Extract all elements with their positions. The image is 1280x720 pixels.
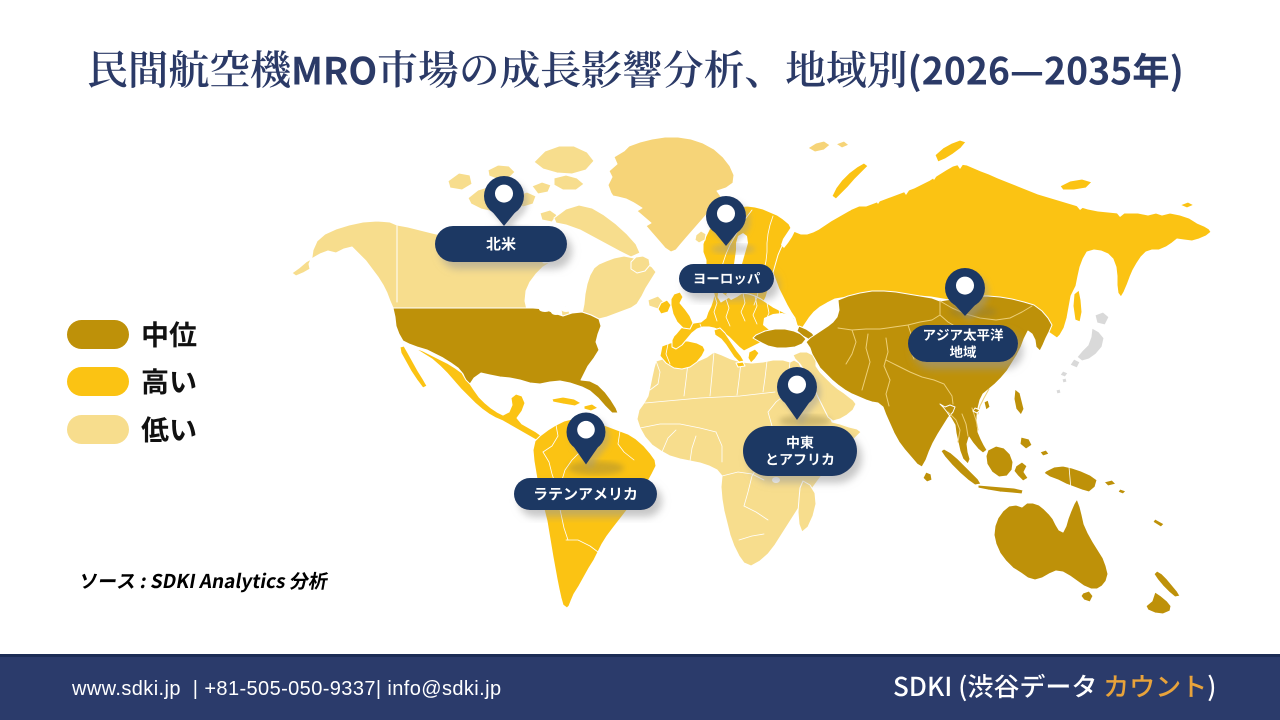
svg-text:www.sdki.jp | +81-505-050-933: www.sdki.jp | +81-505-050-9337| info@sdk… [71, 678, 501, 700]
